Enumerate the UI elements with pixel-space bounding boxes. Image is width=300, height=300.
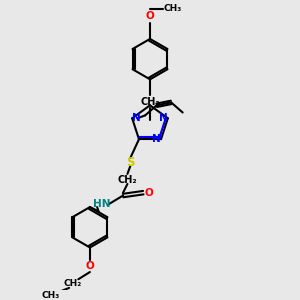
Text: CH₃: CH₃ [42,291,60,300]
Text: O: O [146,11,154,21]
Text: CH₃: CH₃ [164,4,182,13]
Text: S: S [126,156,135,169]
Text: N: N [152,134,161,144]
Text: O: O [145,188,153,198]
Text: N: N [132,113,141,123]
Text: HN: HN [93,199,110,209]
Text: CH₂: CH₂ [140,97,160,107]
Text: CH₂: CH₂ [118,175,137,185]
Text: O: O [85,261,94,271]
Text: N: N [159,113,168,123]
Text: CH₂: CH₂ [64,279,82,288]
